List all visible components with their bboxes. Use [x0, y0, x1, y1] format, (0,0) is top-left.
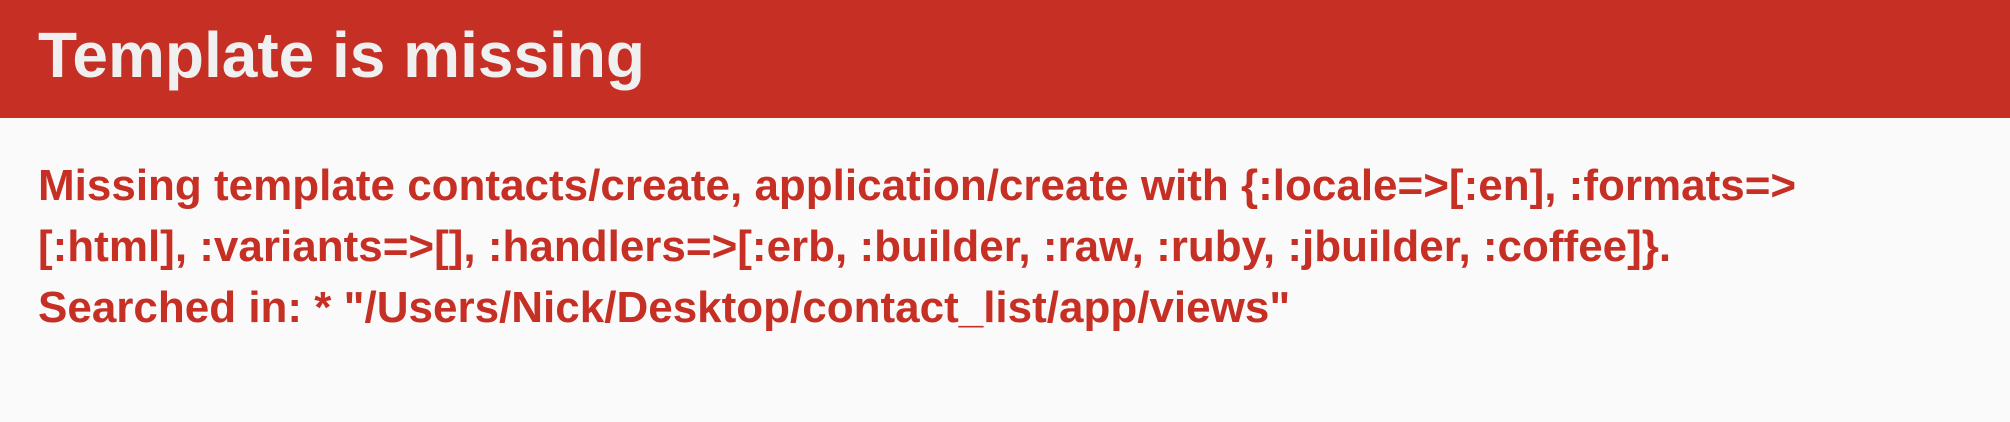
page-title: Template is missing: [38, 19, 645, 91]
error-message-line: Missing template contacts/create, applic…: [38, 161, 1797, 210]
error-message-line: Searched in: * "/Users/Nick/Desktop/cont…: [38, 283, 1291, 332]
error-header: Template is missing: [0, 0, 2010, 118]
error-message: Missing template contacts/create, applic…: [38, 155, 1978, 338]
error-message-line: [:html], :variants=>[], :handlers=>[:erb…: [38, 222, 1672, 271]
